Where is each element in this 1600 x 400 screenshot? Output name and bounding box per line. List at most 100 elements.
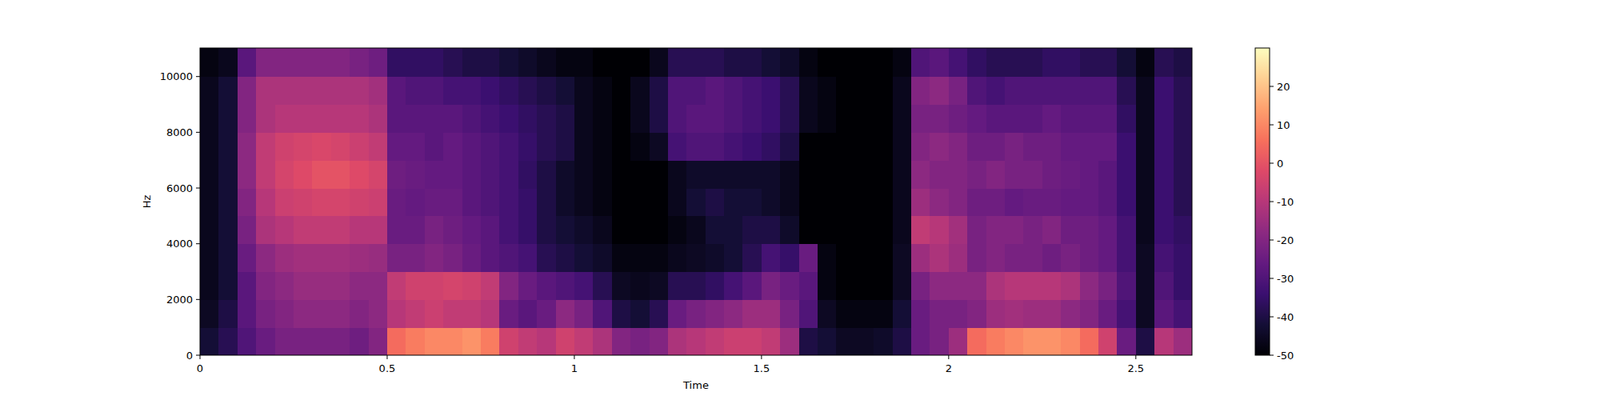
y-tick: [196, 132, 200, 133]
cell: [873, 244, 893, 272]
cell: [948, 272, 968, 300]
cell: [405, 272, 425, 300]
cell: [218, 160, 238, 188]
cell: [817, 272, 837, 300]
cell: [518, 272, 538, 300]
cell: [368, 327, 388, 356]
cell: [967, 299, 987, 328]
cell: [855, 48, 875, 77]
cell: [387, 299, 407, 328]
cell: [536, 272, 556, 300]
cell: [218, 272, 238, 300]
cell: [892, 244, 912, 272]
colorbar-tick-label: 0: [1276, 157, 1284, 170]
cell: [312, 132, 332, 160]
cell: [836, 327, 856, 356]
colorbar-tick-label: -30: [1276, 272, 1294, 285]
y-tick-label: 10000: [160, 70, 193, 83]
cell: [443, 76, 463, 105]
x-tick: [200, 355, 201, 360]
y-tick-label: 4000: [166, 237, 193, 250]
cell: [405, 327, 425, 356]
cell: [817, 244, 837, 272]
cell: [556, 272, 576, 300]
cell: [668, 327, 688, 356]
cell: [1154, 299, 1174, 328]
cell: [200, 132, 220, 160]
cell: [556, 327, 576, 356]
cell: [948, 104, 968, 133]
cell: [724, 272, 744, 300]
cell: [574, 76, 594, 105]
cell: [518, 327, 538, 356]
cell: [349, 272, 369, 300]
cell: [929, 272, 949, 300]
cell: [892, 272, 912, 300]
colorbar-tick: [1269, 163, 1274, 164]
cell: [967, 160, 987, 188]
cell: [349, 327, 369, 356]
cell: [200, 272, 220, 300]
cell: [1154, 327, 1174, 356]
cell: [349, 104, 369, 133]
cell: [612, 160, 632, 188]
cell: [1173, 48, 1192, 77]
cell: [948, 188, 968, 216]
cell: [705, 299, 725, 328]
cell: [873, 132, 893, 160]
cell: [518, 299, 538, 328]
cell: [986, 104, 1006, 133]
x-tick-label: 1.5: [753, 362, 771, 375]
cell: [686, 272, 706, 300]
cell: [948, 160, 968, 188]
cell: [1136, 216, 1156, 244]
cell: [911, 48, 931, 77]
cell: [1116, 188, 1136, 216]
cell: [761, 48, 781, 77]
cell: [556, 216, 576, 244]
cell: [948, 76, 968, 105]
cell: [331, 327, 351, 356]
cell: [948, 244, 968, 272]
cell: [705, 216, 725, 244]
cell: [911, 244, 931, 272]
cell: [1136, 76, 1156, 105]
cell: [592, 76, 612, 105]
cell: [1004, 104, 1024, 133]
cell: [705, 132, 725, 160]
cell: [929, 104, 949, 133]
cell: [424, 76, 444, 105]
cell: [312, 244, 332, 272]
cell: [1136, 132, 1156, 160]
cell: [761, 299, 781, 328]
cell: [331, 48, 351, 77]
cell: [499, 299, 519, 328]
x-tick-label: 1: [571, 362, 578, 375]
cell: [855, 132, 875, 160]
cell: [1004, 160, 1024, 188]
cell: [293, 76, 313, 105]
cell: [836, 244, 856, 272]
cell: [873, 216, 893, 244]
cell: [237, 104, 257, 133]
cell: [293, 216, 313, 244]
cell: [742, 104, 762, 133]
cell: [1042, 216, 1062, 244]
cell: [349, 132, 369, 160]
cell: [929, 188, 949, 216]
cell: [1173, 160, 1192, 188]
cell: [1080, 132, 1100, 160]
cell: [873, 299, 893, 328]
cell: [742, 327, 762, 356]
cell: [592, 216, 612, 244]
cell: [780, 188, 800, 216]
cell: [312, 48, 332, 77]
cell: [986, 76, 1006, 105]
y-tick: [196, 188, 200, 189]
cell: [986, 132, 1006, 160]
cells: [200, 48, 1192, 356]
cell: [1023, 76, 1043, 105]
cell: [668, 188, 688, 216]
cell: [1060, 132, 1080, 160]
cell: [462, 48, 482, 77]
